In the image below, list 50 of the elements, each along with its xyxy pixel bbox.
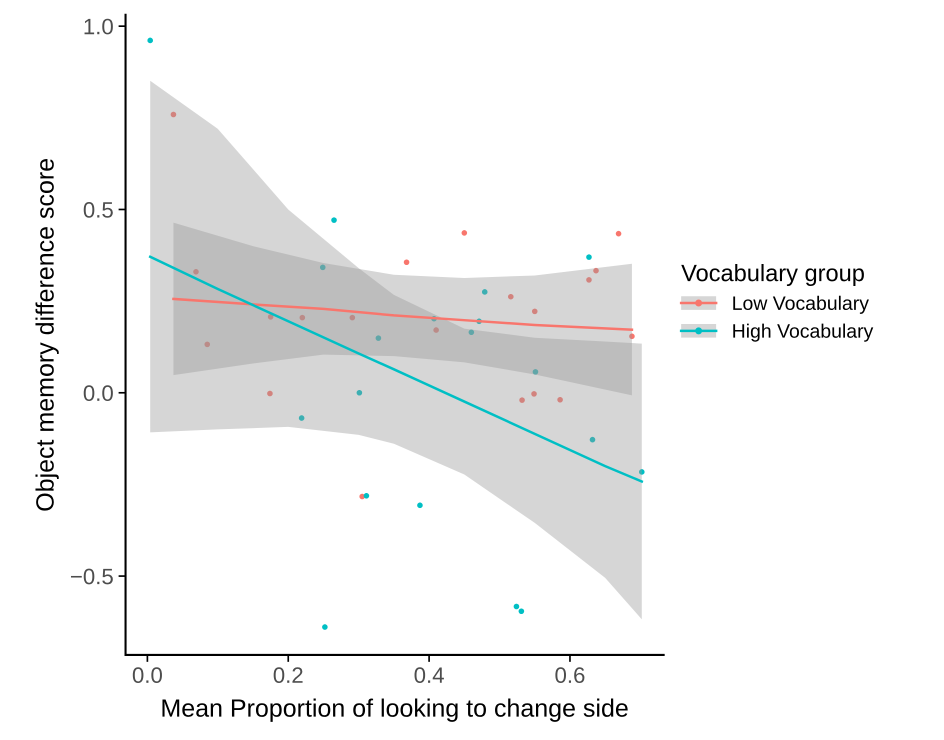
- x-tick-label: 0.6: [555, 667, 584, 684]
- point: [519, 397, 525, 403]
- point: [376, 335, 382, 341]
- point: [482, 289, 488, 295]
- x-tick-label: 0.0: [132, 667, 162, 684]
- point: [639, 469, 645, 475]
- y-tick-label: 1.0: [84, 18, 113, 34]
- point: [147, 38, 153, 44]
- point: [170, 112, 176, 118]
- point: [532, 369, 538, 375]
- point: [616, 230, 622, 236]
- point: [267, 390, 273, 396]
- legend-title: Vocabulary group: [681, 264, 864, 286]
- point: [204, 342, 210, 348]
- point: [629, 334, 635, 340]
- point: [531, 391, 537, 397]
- point: [508, 294, 514, 300]
- y-tick-label: 0.5: [84, 202, 113, 218]
- x-axis-title: Mean Proportion of looking to change side: [162, 698, 628, 722]
- line-series: [172, 298, 634, 331]
- point: [557, 396, 563, 403]
- y-axis-title: Object memory difference score: [35, 159, 59, 511]
- point: [404, 259, 410, 266]
- legend-label: High Vocabulary: [733, 324, 874, 342]
- point: [514, 604, 520, 610]
- point: [331, 217, 337, 223]
- point: [193, 269, 199, 275]
- point: [300, 314, 306, 320]
- point: [590, 436, 596, 442]
- point: [593, 268, 599, 274]
- point: [468, 330, 474, 336]
- y-tick-label: 0.0: [84, 385, 113, 402]
- point: [356, 390, 362, 396]
- point: [586, 254, 592, 260]
- point: [322, 624, 328, 630]
- point: [320, 264, 326, 270]
- x-tick-label: 0.4: [414, 667, 444, 684]
- point: [364, 493, 370, 499]
- point: [518, 608, 524, 614]
- point: [417, 502, 423, 508]
- point: [532, 308, 538, 314]
- point: [462, 230, 468, 236]
- line-series: [148, 256, 644, 483]
- point: [586, 277, 592, 283]
- legend-label: Low Vocabulary: [733, 296, 869, 314]
- y-tick-label: −0.5: [70, 568, 113, 584]
- point: [433, 327, 439, 333]
- point: [350, 314, 356, 320]
- x-tick-label: 0.2: [274, 667, 303, 684]
- point: [298, 415, 304, 421]
